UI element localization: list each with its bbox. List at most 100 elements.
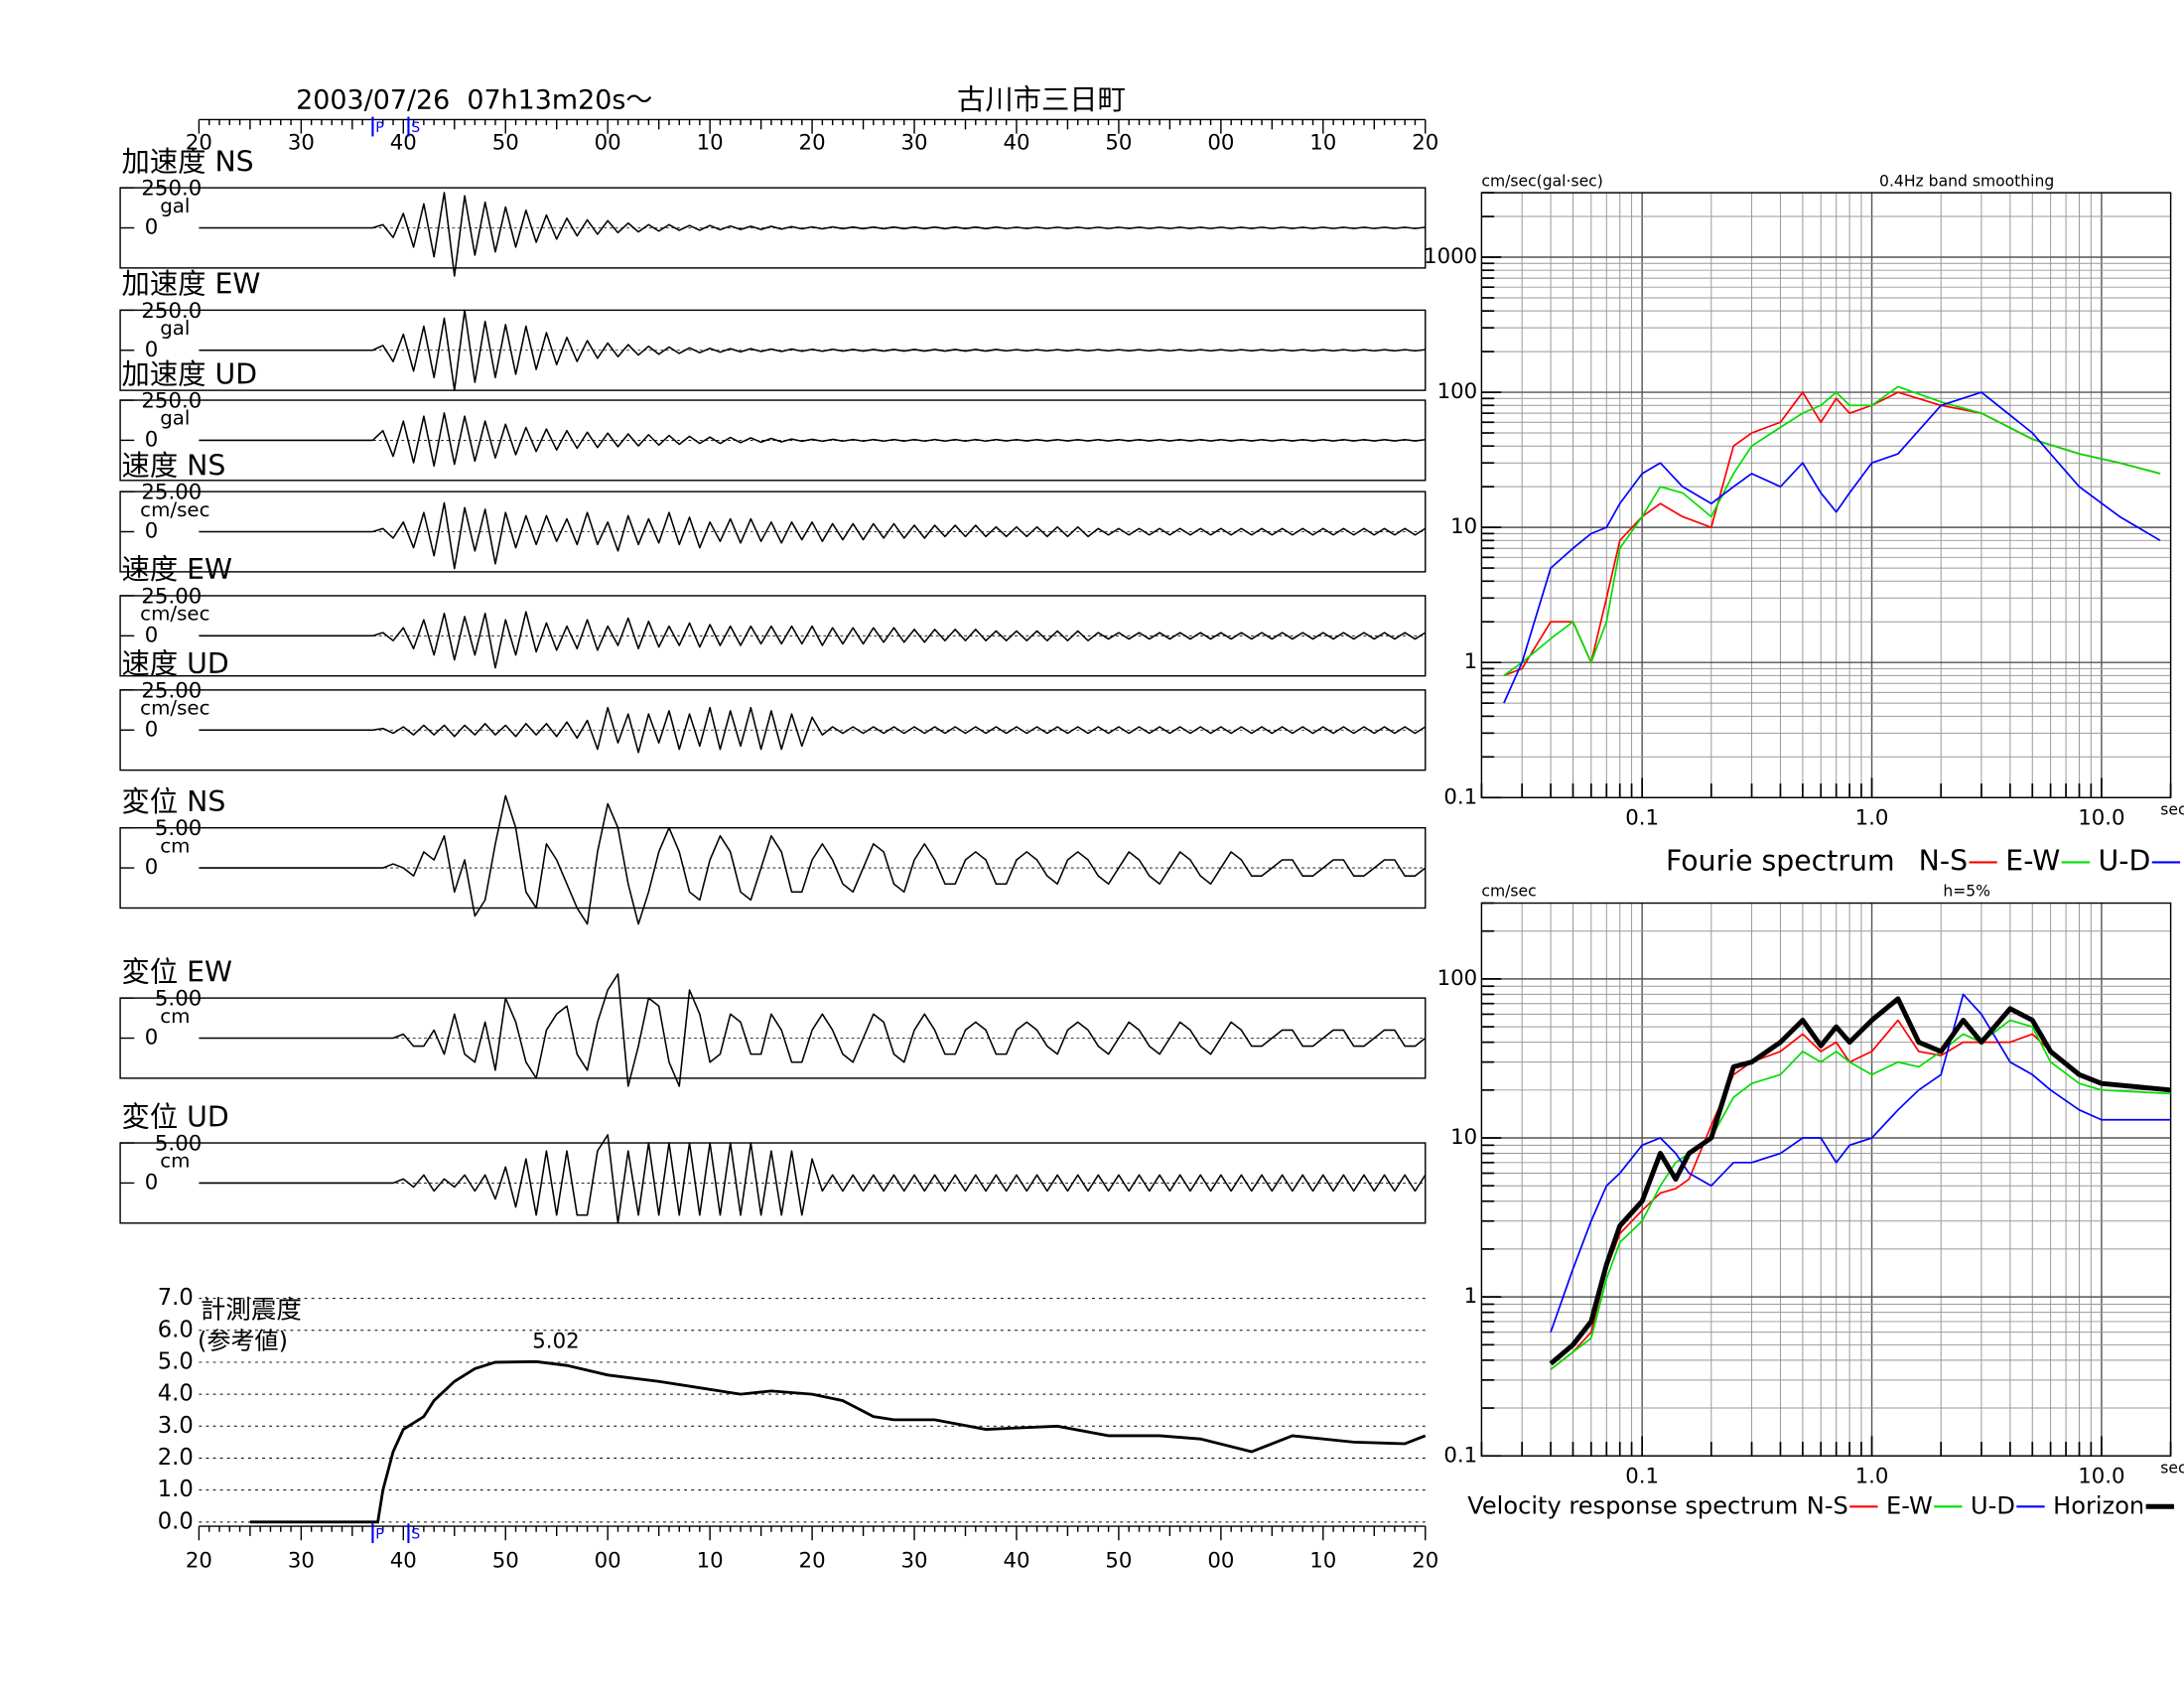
- x-tick-label: 50: [1105, 131, 1132, 156]
- y-tick-label: 250.0: [141, 177, 202, 202]
- x-tick-label: 0.1: [1625, 1465, 1659, 1489]
- spectrum-line: [1503, 385, 2161, 677]
- station-title: 古川市三日町: [957, 83, 1126, 116]
- legend-label: U-D: [1971, 1491, 2015, 1519]
- y-tick-label: 7.0: [158, 1285, 194, 1311]
- x-tick-label: 20: [186, 131, 212, 156]
- panel-label: 加速度 NS: [122, 145, 254, 178]
- x-tick-label: 40: [390, 1549, 417, 1574]
- waveform-trace: [199, 1134, 1427, 1224]
- annotation: 0.4Hz band smoothing: [1879, 172, 2054, 190]
- y-tick-label: 2.0: [158, 1445, 194, 1471]
- y-tick-label: 100: [1437, 966, 1478, 991]
- y-tick-label: 6.0: [158, 1317, 194, 1342]
- unit-label: cm/sec: [140, 603, 209, 626]
- x-tick-label: 30: [901, 1549, 928, 1574]
- panel-label: 加速度 EW: [122, 268, 261, 301]
- spectrum-line: [1550, 1019, 2171, 1370]
- x-tick-label: 50: [492, 1549, 519, 1574]
- unit-label: gal: [160, 317, 190, 340]
- x-tick-label: 20: [1412, 131, 1438, 156]
- x-tick-label: 10: [1309, 131, 1336, 156]
- legend-label: Horizon: [2053, 1491, 2144, 1519]
- x-tick-label: 00: [595, 1549, 621, 1574]
- y-tick-label: 0: [145, 338, 159, 362]
- spectrum-line: [1550, 993, 2171, 1333]
- panel-label: 変位 UD: [122, 1100, 229, 1133]
- y-tick-label: 0: [145, 215, 159, 240]
- peak-label: 5.02: [532, 1329, 579, 1353]
- x-tick-label: 40: [1003, 1549, 1029, 1574]
- y-tick-label: 0: [145, 427, 159, 452]
- x-unit-label: sec: [2160, 1460, 2184, 1477]
- y-tick-label: 0: [145, 1170, 159, 1195]
- waveform-trace: [199, 794, 1427, 925]
- y-tick-label: 3.0: [158, 1413, 194, 1439]
- legend-label: U-D: [2099, 844, 2151, 877]
- x-tick-label: 20: [1412, 1549, 1438, 1574]
- unit-label: cm: [160, 834, 190, 857]
- y-tick-label: 0: [145, 717, 159, 742]
- legend-label: E-W: [1886, 1491, 1933, 1519]
- annotation: h=5%: [1943, 883, 1990, 901]
- y-tick-label: 5.00: [155, 1131, 202, 1156]
- waveform-trace: [199, 706, 1427, 754]
- y-tick-label: 5.00: [155, 987, 202, 1012]
- waveform-trace: [199, 501, 1427, 570]
- x-tick-label: 1.0: [1855, 1465, 1889, 1489]
- panel-label: 速度 NS: [122, 449, 226, 482]
- plot-frame: [1480, 902, 2172, 1457]
- y-tick-label: 0: [145, 519, 159, 544]
- spectrum-line: [1550, 1019, 2171, 1370]
- intensity-subtitle: (参考値): [198, 1328, 288, 1355]
- x-tick-label: 00: [595, 131, 621, 156]
- x-tick-label: 20: [799, 1549, 826, 1574]
- legend-title: Velocity response spectrum: [1467, 1491, 1798, 1519]
- y-tick-label: 0.1: [1443, 784, 1477, 809]
- panel-label: 速度 UD: [122, 647, 229, 680]
- x-tick-label: 10.0: [2078, 1465, 2124, 1489]
- waveform-trace: [199, 611, 1427, 669]
- x-tick-label: 1.0: [1855, 806, 1889, 831]
- intensity-line: [249, 1359, 1427, 1524]
- panel-label: 変位 NS: [122, 785, 226, 818]
- unit-label: cm: [160, 1150, 190, 1173]
- y-tick-label: 10: [1450, 1125, 1477, 1150]
- panel-label: 速度 EW: [122, 553, 233, 586]
- y-tick-label: 5.0: [158, 1348, 194, 1374]
- y-tick-label: 0.0: [158, 1508, 194, 1534]
- legend-label: N-S: [1919, 844, 1968, 877]
- x-tick-label: 00: [1207, 131, 1234, 156]
- x-tick-label: 30: [288, 131, 315, 156]
- waveform-trace: [199, 973, 1427, 1087]
- unit-label: cm: [160, 1005, 190, 1028]
- x-tick-label: 40: [390, 131, 417, 156]
- phase-label: P: [375, 1527, 384, 1543]
- y-unit-label: cm/sec(gal·sec): [1481, 172, 1602, 190]
- x-tick-label: 30: [901, 131, 928, 156]
- y-tick-label: 5.00: [155, 816, 202, 841]
- record-time: 2003/07/26 07h13m20s〜: [296, 85, 652, 116]
- x-tick-label: 20: [186, 1549, 212, 1574]
- phase-label: P: [375, 120, 384, 136]
- y-tick-label: 1: [1464, 1284, 1478, 1309]
- y-tick-label: 25.00: [141, 481, 202, 505]
- x-tick-label: 0.1: [1625, 806, 1659, 831]
- x-tick-label: 10: [697, 131, 724, 156]
- y-tick-label: 10: [1450, 514, 1477, 539]
- x-unit-label: sec: [2160, 801, 2184, 819]
- unit-label: cm/sec: [140, 498, 209, 521]
- x-tick-label: 10: [697, 1549, 724, 1574]
- x-tick-label: 10: [1309, 1549, 1336, 1574]
- legend-label: N-S: [1807, 1491, 1848, 1519]
- unit-label: cm/sec: [140, 697, 209, 720]
- panel-label: 加速度 UD: [122, 357, 258, 390]
- y-tick-label: 0: [145, 1026, 159, 1051]
- phase-label: S: [411, 1527, 420, 1543]
- y-tick-label: 25.00: [141, 584, 202, 609]
- x-tick-label: 20: [799, 131, 826, 156]
- x-tick-label: 50: [492, 131, 519, 156]
